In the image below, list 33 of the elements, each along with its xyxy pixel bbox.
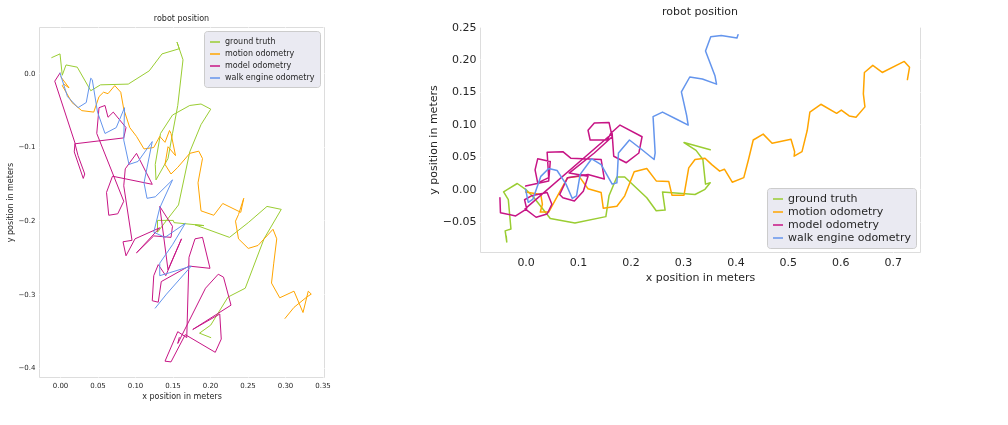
x-tick-label: 0.1 — [569, 255, 588, 269]
y-tick-label: 0.10 — [452, 117, 477, 131]
x-tick-label: 0.6 — [832, 255, 850, 269]
x-axis-title: x position in meters — [645, 270, 756, 284]
legend-label: ground truth — [788, 192, 858, 205]
legend-label: motion odometry — [788, 205, 884, 218]
x-tick-label: 0.5 — [779, 255, 798, 269]
x-tick-label: 0.4 — [727, 255, 745, 269]
line-series — [502, 141, 711, 243]
line-series — [499, 121, 643, 219]
y-tick-label: −0.05 — [442, 215, 477, 229]
legend-label: model odometry — [788, 218, 880, 231]
y-tick-label: 0.05 — [452, 150, 477, 164]
y-tick-label: 0.00 — [452, 182, 477, 196]
legend-label: motion odometry — [225, 49, 295, 58]
legend-label: ground truth — [225, 37, 276, 46]
y-tick-label: 0.25 — [452, 20, 477, 34]
chart-title: robot position — [153, 14, 210, 23]
line-series — [59, 72, 192, 309]
legend-label: model odometry — [225, 61, 292, 70]
x-tick-label: 0.0 — [517, 255, 535, 269]
x-tick-label: 0.2 — [622, 255, 640, 269]
legend-label: walk engine odometry — [225, 73, 315, 82]
y-axis-title: y position in meters — [5, 162, 15, 243]
x-axis-title: x position in meters — [142, 391, 222, 401]
x-tick-label: 0.7 — [884, 255, 902, 269]
y-tick-label: 0.20 — [452, 52, 477, 66]
legend-label: walk engine odometry — [788, 231, 912, 244]
chart-title: robot position — [661, 5, 739, 18]
line-series — [524, 34, 739, 204]
x-tick-label: 0.3 — [674, 255, 693, 269]
y-tick-label: 0.15 — [452, 85, 477, 99]
y-axis-title: y position in meters — [426, 85, 440, 195]
